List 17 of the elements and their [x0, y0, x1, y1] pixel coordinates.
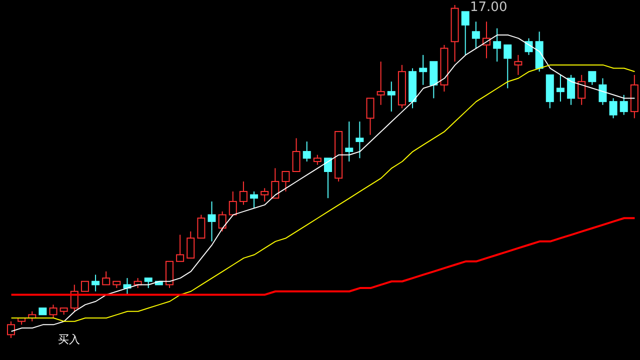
candlestick — [567, 74, 576, 106]
candlestick — [302, 141, 311, 162]
candlestick — [356, 121, 364, 159]
candlestick — [556, 74, 564, 102]
annotation: 买入 — [58, 333, 80, 347]
candlestick — [419, 54, 428, 86]
candlestick — [450, 5, 459, 62]
candlestick — [92, 274, 100, 292]
candlestick — [376, 61, 385, 106]
candlestick — [345, 121, 354, 162]
candlestick — [387, 81, 396, 112]
annotation: 17.00 — [470, 0, 508, 15]
candlestick — [472, 21, 480, 49]
candlestick — [208, 200, 216, 242]
candlestick — [239, 180, 248, 206]
candlestick — [493, 28, 502, 62]
candlestick — [250, 190, 258, 209]
